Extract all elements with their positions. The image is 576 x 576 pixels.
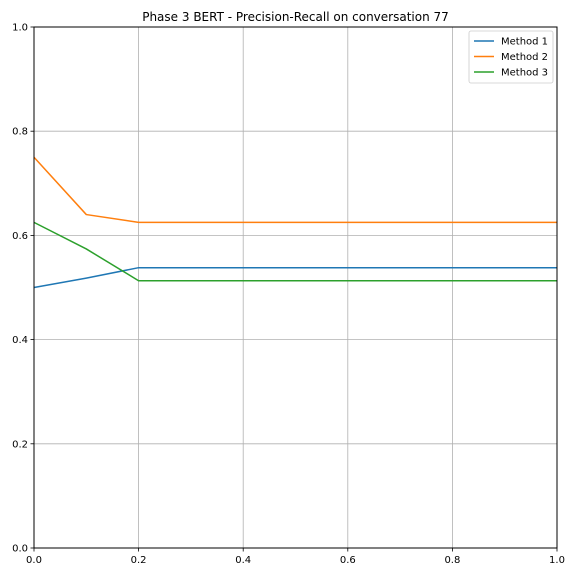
axis-ticks: 0.0 0.2 0.4 0.6 0.8 1.0 0.0 0.2 0.4 0.6 0.8 1.0: [12, 23, 565, 567]
y-tick-label: 0.2: [12, 439, 28, 450]
x-tick-label: 0.8: [444, 555, 460, 566]
legend-label: Method 3: [501, 68, 548, 79]
x-tick-label: 0.2: [131, 555, 147, 566]
y-tick-label: 0.8: [12, 127, 28, 138]
y-tick-label: 0.0: [12, 544, 28, 555]
y-tick-label: 1.0: [12, 23, 28, 34]
series-line-method-1: [33, 266, 557, 289]
series-line-method-3: [33, 221, 557, 282]
legend-label: Method 1: [501, 37, 548, 48]
series-line-method-2: [33, 156, 557, 224]
grid-lines: [34, 27, 557, 548]
x-tick-label: 0.4: [235, 555, 251, 566]
y-tick-label: 0.4: [12, 335, 28, 346]
x-tick-label: 0.6: [340, 555, 356, 566]
legend: Method 1 Method 2 Method 3: [468, 30, 554, 84]
y-tick-label: 0.6: [12, 231, 28, 242]
x-tick-label: 0.0: [26, 555, 42, 566]
chart-title: Phase 3 BERT - Precision-Recall on conve…: [142, 10, 449, 24]
legend-box: [468, 30, 554, 84]
x-tick-label: 1.0: [549, 555, 565, 566]
plot-frame: [33, 26, 558, 549]
series-lines: [33, 156, 557, 289]
legend-label: Method 2: [501, 52, 548, 63]
